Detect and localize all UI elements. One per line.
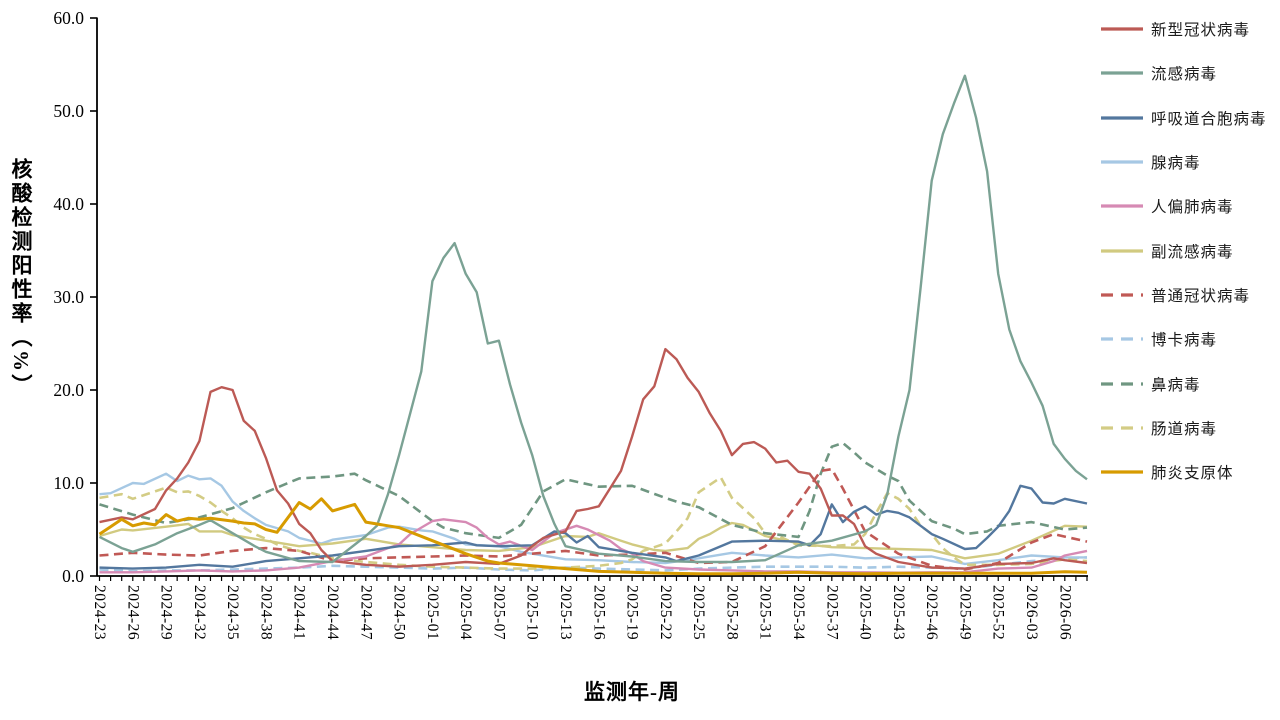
series-line-covid	[99, 347, 1088, 570]
legend-swatch-influenza	[1101, 71, 1143, 76]
series-line-common-coronavirus	[99, 467, 1088, 571]
x-tick-label: 2025-37	[823, 585, 840, 640]
x-tick-label: 2025-10	[524, 585, 541, 640]
x-tick-label: 2024-38	[257, 585, 274, 640]
legend-item-influenza: 流感病毒	[1100, 51, 1267, 95]
x-tick-label: 2025-22	[657, 585, 674, 640]
legend-swatch-mycoplasma	[1101, 470, 1143, 474]
y-tick-label: 30.0	[53, 287, 84, 307]
x-tick-label: 2024-35	[224, 585, 241, 640]
legend-swatch-hmpv	[1101, 204, 1143, 208]
series-line-influenza	[98, 74, 1088, 564]
legend-item-adenovirus: 腺病毒	[1100, 140, 1267, 184]
series-line-enterovirus	[99, 476, 1088, 570]
x-tick-label: 2024-47	[357, 585, 374, 640]
legend-label: 呼吸道合胞病毒	[1151, 110, 1267, 128]
legend-label: 腺病毒	[1151, 155, 1201, 173]
x-tick-label: 2025-07	[490, 585, 507, 640]
x-tick-label: 2025-34	[790, 585, 807, 640]
series-line-mycoplasma	[98, 497, 1088, 576]
legend-swatch-covid	[1101, 27, 1143, 31]
legend-item-covid: 新型冠状病毒	[1100, 7, 1267, 51]
legend-swatch-rhinovirus	[1101, 381, 1143, 386]
x-tick-label: 2026-06	[1056, 585, 1073, 640]
legend-swatch-common-coronavirus	[1101, 293, 1143, 297]
series-line-adenovirus	[99, 472, 1087, 566]
legend-label: 博卡病毒	[1151, 332, 1218, 350]
legend-label: 副流感病毒	[1151, 243, 1234, 261]
x-tick-label: 2025-43	[890, 585, 907, 640]
legend-swatch-enterovirus	[1101, 426, 1143, 430]
series-line-parainfluenza	[99, 521, 1088, 560]
x-tick-label: 2024-44	[324, 585, 341, 640]
legend-item-hmpv: 人偏肺病毒	[1100, 184, 1267, 228]
legend-item-parainfluenza: 副流感病毒	[1100, 228, 1267, 272]
x-tick-label: 2024-32	[191, 585, 208, 640]
y-tick-label: 50.0	[53, 101, 84, 121]
x-tick-label: 2024-23	[91, 585, 108, 640]
x-tick-label: 2025-52	[990, 585, 1007, 640]
x-tick-label: 2025-46	[923, 585, 940, 640]
legend: 新型冠状病毒 流感病毒 呼吸道合胞病毒 腺病毒 人偏肺病毒 副流感病毒 普通冠状…	[1100, 7, 1267, 494]
x-tick-label: 2024-29	[158, 585, 175, 640]
legend-label: 新型冠状病毒	[1151, 22, 1251, 40]
legend-label: 鼻病毒	[1151, 376, 1201, 394]
x-tick-label: 2024-50	[391, 585, 408, 640]
legend-swatch-parainfluenza	[1101, 249, 1143, 253]
y-tick-label: 0.0	[62, 566, 84, 586]
x-axis-title: 监测年-周	[584, 680, 680, 704]
x-tick-label: 2024-26	[124, 585, 141, 640]
x-tick-label: 2025-04	[457, 585, 474, 640]
y-axis-title: 核酸检测阳性率（%）	[9, 158, 33, 398]
legend-item-mycoplasma: 肺炎支原体	[1100, 450, 1267, 494]
legend-item-rsv: 呼吸道合胞病毒	[1100, 96, 1267, 140]
y-tick-label: 20.0	[53, 380, 84, 400]
legend-item-enterovirus: 肠道病毒	[1100, 406, 1267, 450]
legend-swatch-rsv	[1101, 116, 1143, 120]
x-tick-label: 2025-40	[857, 585, 874, 640]
series-line-rsv	[99, 484, 1088, 570]
legend-label: 肠道病毒	[1151, 420, 1218, 438]
x-tick-label: 2025-49	[956, 585, 973, 640]
legend-item-bocavirus: 博卡病毒	[1100, 317, 1267, 361]
x-tick-label: 2025-01	[424, 585, 441, 640]
legend-item-rhinovirus: 鼻病毒	[1100, 361, 1267, 405]
legend-label: 肺炎支原体	[1151, 465, 1234, 483]
legend-swatch-adenovirus	[1101, 160, 1143, 164]
y-tick-label: 60.0	[53, 8, 84, 28]
legend-label: 人偏肺病毒	[1151, 199, 1234, 217]
y-tick-label: 10.0	[53, 473, 84, 493]
x-tick-label: 2025-13	[557, 585, 574, 640]
x-tick-label: 2025-31	[757, 585, 774, 640]
x-tick-label: 2025-19	[624, 585, 641, 640]
legend-swatch-bocavirus	[1101, 337, 1143, 341]
legend-item-common-coronavirus: 普通冠状病毒	[1100, 273, 1267, 317]
legend-label: 普通冠状病毒	[1151, 287, 1251, 305]
x-tick-label: 2025-16	[590, 585, 607, 640]
x-tick-label: 2025-25	[690, 585, 707, 640]
x-tick-label: 2024-41	[291, 585, 308, 640]
x-tick-label: 2025-28	[723, 585, 740, 640]
legend-label: 流感病毒	[1151, 66, 1218, 84]
y-tick-label: 40.0	[53, 194, 84, 214]
series-line-rhinovirus	[99, 441, 1088, 540]
x-tick-label: 2026-03	[1023, 585, 1040, 640]
